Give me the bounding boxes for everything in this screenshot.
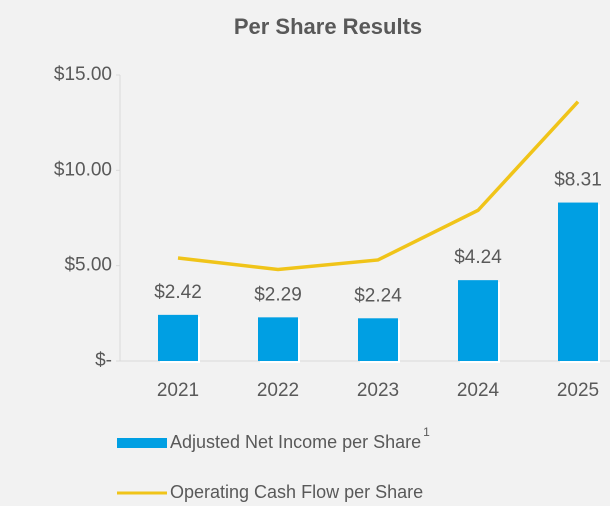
value-label: $8.31 xyxy=(554,170,602,191)
bar xyxy=(358,318,398,361)
value-label: $4.24 xyxy=(454,247,502,268)
chart-title: Per Share Results xyxy=(234,14,422,39)
y-tick-label: $15.00 xyxy=(54,64,112,85)
y-tick-label: $- xyxy=(95,350,112,371)
x-tick-label: 2024 xyxy=(457,380,500,401)
y-tick-label: $10.00 xyxy=(54,159,112,180)
legend-swatch xyxy=(117,438,167,448)
value-label: $2.42 xyxy=(154,282,202,303)
legend-label: Operating Cash Flow per Share xyxy=(170,482,423,502)
x-tick-label: 2022 xyxy=(257,380,299,401)
bar xyxy=(258,317,298,361)
bar xyxy=(458,280,498,361)
legend-superscript: 1 xyxy=(423,425,430,439)
value-label: $2.24 xyxy=(354,285,402,306)
x-tick-label: 2025 xyxy=(557,380,599,401)
bar xyxy=(158,314,198,361)
value-label: $2.29 xyxy=(254,284,302,305)
x-tick-label: 2021 xyxy=(157,380,199,401)
x-tick-label: 2023 xyxy=(357,380,399,401)
bar xyxy=(558,202,598,361)
legend-label: Adjusted Net Income per Share xyxy=(170,432,421,452)
y-tick-label: $5.00 xyxy=(64,255,112,276)
line xyxy=(177,100,580,272)
